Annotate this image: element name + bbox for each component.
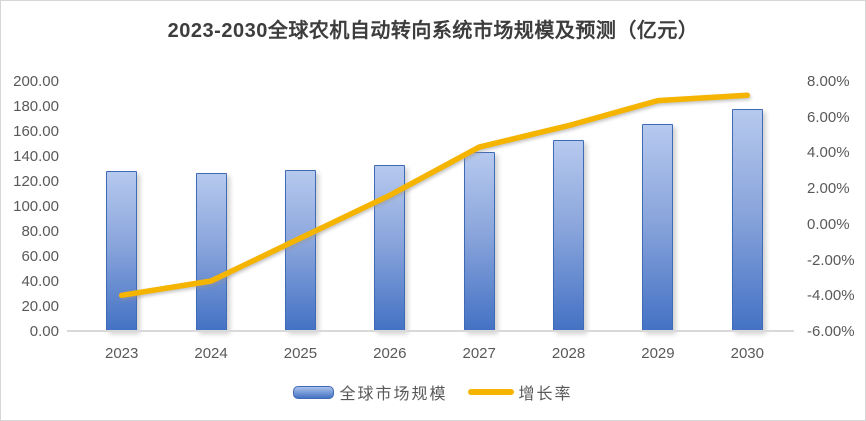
left-axis-tick: 180.00 — [13, 98, 59, 115]
right-axis-tick: 0.00% — [807, 215, 850, 233]
bar-2024 — [195, 172, 227, 331]
right-axis-tick: 2.00% — [807, 180, 850, 198]
legend: 全球市场规模 增长率 — [1, 380, 865, 404]
left-axis-tick: 60.00 — [21, 248, 59, 265]
left-axis-tick: 160.00 — [13, 123, 59, 140]
x-axis-label-2023: 2023 — [105, 345, 139, 362]
bar-2029 — [642, 124, 674, 331]
right-axis-tick: 6.00% — [807, 108, 850, 126]
right-axis-tick: 4.00% — [807, 144, 850, 162]
left-axis-tick: 100.00 — [13, 198, 59, 215]
left-axis-tick: 80.00 — [21, 223, 59, 240]
left-axis-tick: 20.00 — [21, 298, 59, 315]
x-axis-label-2025: 2025 — [283, 345, 318, 362]
bar-2026 — [374, 164, 406, 331]
bar-2023 — [106, 171, 138, 331]
right-axis-tick: -6.00% — [807, 323, 855, 340]
left-axis-tick: 200.00 — [13, 73, 59, 90]
legend-line-label: 增长率 — [518, 386, 573, 403]
x-axis-label-2027: 2027 — [462, 345, 496, 362]
right-axis-tick: 8.00% — [807, 73, 850, 90]
bar-2028 — [553, 139, 585, 331]
left-axis-tick: 40.00 — [21, 273, 59, 290]
left-axis-tick: 140.00 — [13, 148, 59, 165]
x-axis-label-2028: 2028 — [551, 345, 586, 362]
bar-2030 — [731, 108, 763, 331]
x-axis-label-2026: 2026 — [373, 345, 407, 362]
x-axis-label-2024: 2024 — [194, 345, 228, 362]
legend-bar-label: 全球市场规模 — [339, 386, 448, 403]
x-axis-label-2029: 2029 — [641, 345, 675, 362]
x-axis-label-2030: 2030 — [730, 345, 764, 362]
right-axis-tick: -2.00% — [807, 251, 855, 269]
chart-title: 2023-2030全球农机自动转向系统市场规模及预测（亿元） — [167, 20, 699, 42]
right-axis-tick: -4.00% — [807, 287, 855, 305]
left-axis-tick: 0.00 — [29, 323, 59, 340]
bar-2027 — [463, 152, 495, 331]
left-axis-tick: 120.00 — [13, 173, 59, 190]
legend-line-swatch-icon — [467, 389, 514, 395]
x-axis-line — [67, 330, 794, 332]
legend-bar-swatch-icon — [293, 385, 335, 399]
bar-2025 — [284, 169, 316, 331]
